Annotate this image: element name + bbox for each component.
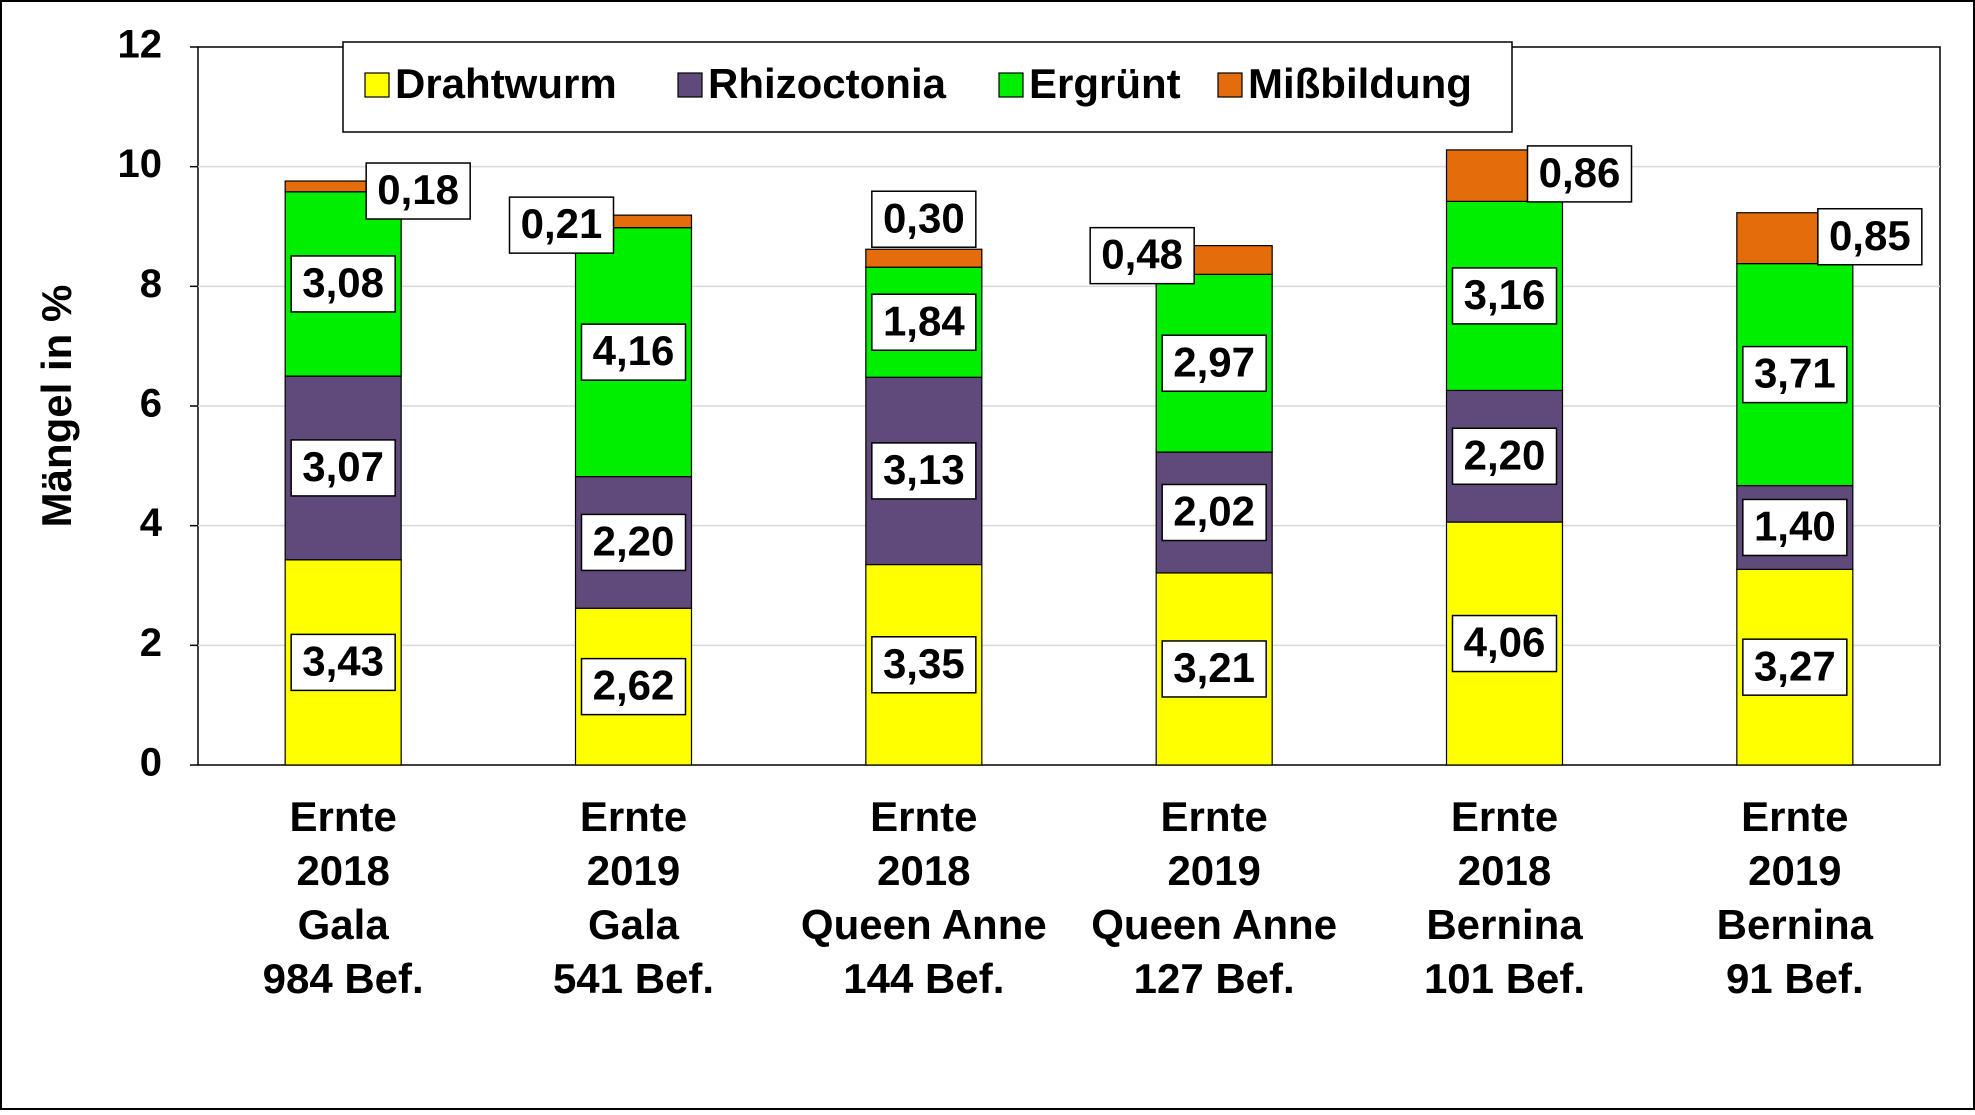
data-label-box [1742, 345, 1848, 404]
x-tick-label: Queen Anne [801, 901, 1047, 948]
data-label: 1,40 [1754, 503, 1836, 550]
y-tick-label: 4 [140, 501, 163, 545]
data-label-box [1817, 207, 1923, 266]
legend-label: Ergrünt [1029, 60, 1181, 107]
legend-swatch [364, 72, 390, 98]
data-label: 3,27 [1754, 642, 1836, 689]
data-label: 3,08 [302, 259, 384, 306]
data-label-box [1742, 498, 1848, 557]
x-tick-label: Ernte [1160, 793, 1267, 840]
y-tick-label: 2 [140, 621, 162, 665]
x-tick-label: 2019 [1167, 847, 1260, 894]
data-label-box [1089, 226, 1195, 285]
bar-segment [865, 248, 983, 268]
data-label: 0,21 [521, 200, 603, 247]
data-label-box [1526, 145, 1633, 203]
data-label-box [290, 439, 396, 497]
x-tick-label: Queen Anne [1091, 901, 1337, 948]
legend-swatch [1217, 72, 1243, 98]
x-tick-label: 127 Bef. [1134, 955, 1295, 1002]
data-label: 3,13 [883, 446, 965, 493]
data-label-box [1161, 334, 1267, 392]
data-label: 2,02 [1173, 488, 1255, 535]
x-tick-label: 2019 [587, 847, 680, 894]
x-tick-label: 984 Bef. [263, 955, 424, 1002]
data-label: 0,86 [1539, 149, 1621, 196]
data-label-box [580, 323, 687, 381]
data-label: 0,85 [1829, 212, 1911, 259]
x-tick-label: Ernte [580, 793, 687, 840]
legend-box [342, 41, 1513, 133]
x-tick-label: 2018 [1458, 847, 1551, 894]
legend-label: Drahtwurm [395, 60, 617, 107]
y-tick-label: 0 [140, 741, 162, 785]
x-tick-label: Ernte [870, 793, 977, 840]
data-label-box [1742, 638, 1848, 696]
data-label-box [871, 293, 977, 351]
data-label-box [580, 657, 687, 716]
data-label: 1,84 [883, 297, 965, 344]
y-tick-label: 6 [140, 382, 162, 426]
x-tick-label: Ernte [1451, 793, 1558, 840]
y-tick-label: 8 [140, 262, 162, 306]
data-label: 3,43 [302, 637, 384, 684]
data-label: 3,16 [1464, 271, 1546, 318]
data-label: 2,20 [593, 518, 675, 565]
data-label: 2,97 [1173, 338, 1255, 385]
x-tick-label: Ernte [289, 793, 396, 840]
data-label-box [871, 636, 977, 694]
x-tick-label: Ernte [1741, 793, 1848, 840]
x-tick-label: 2018 [296, 847, 389, 894]
legend-swatch [677, 72, 703, 98]
data-label-box [508, 196, 615, 254]
y-axis-label: Mängel in % [33, 285, 80, 528]
x-tick-label: 2019 [1748, 847, 1841, 894]
data-label-box [1451, 614, 1558, 673]
data-label-box [365, 162, 471, 220]
data-label-box [290, 633, 396, 692]
data-label-box [1161, 483, 1267, 542]
data-label: 3,07 [302, 443, 384, 490]
data-label: 2,62 [593, 662, 675, 709]
x-tick-label: 144 Bef. [843, 955, 1004, 1002]
x-tick-label: 101 Bef. [1424, 955, 1585, 1002]
data-label: 0,30 [883, 194, 965, 241]
x-tick-label: 2018 [877, 847, 970, 894]
data-label-box [580, 513, 687, 572]
data-label-box [871, 190, 977, 248]
data-label: 4,06 [1464, 619, 1546, 666]
x-tick-label: 541 Bef. [553, 955, 714, 1002]
x-tick-label: Bernina [1426, 901, 1583, 948]
legend-label: Rhizoctonia [708, 60, 947, 107]
data-label-box [871, 442, 977, 500]
x-tick-label: Gala [588, 901, 680, 948]
data-label: 3,35 [883, 640, 965, 687]
data-label-box [1161, 640, 1267, 698]
data-label-box [1451, 427, 1558, 486]
x-tick-label: Gala [298, 901, 390, 948]
data-label: 3,21 [1173, 644, 1255, 691]
data-label: 2,20 [1464, 431, 1546, 478]
data-label: 0,48 [1101, 231, 1183, 278]
legend-swatch [998, 72, 1024, 98]
y-tick-label: 10 [118, 142, 163, 186]
x-tick-label: Bernina [1717, 901, 1874, 948]
data-label: 0,18 [377, 166, 459, 213]
data-label-box [1451, 267, 1558, 325]
data-label: 4,16 [593, 327, 675, 374]
data-label-box [290, 255, 396, 313]
legend-label: Mißbildung [1248, 60, 1472, 107]
y-tick-label: 12 [118, 23, 163, 67]
x-tick-label: 91 Bef. [1726, 955, 1864, 1002]
data-label: 3,71 [1754, 350, 1836, 397]
